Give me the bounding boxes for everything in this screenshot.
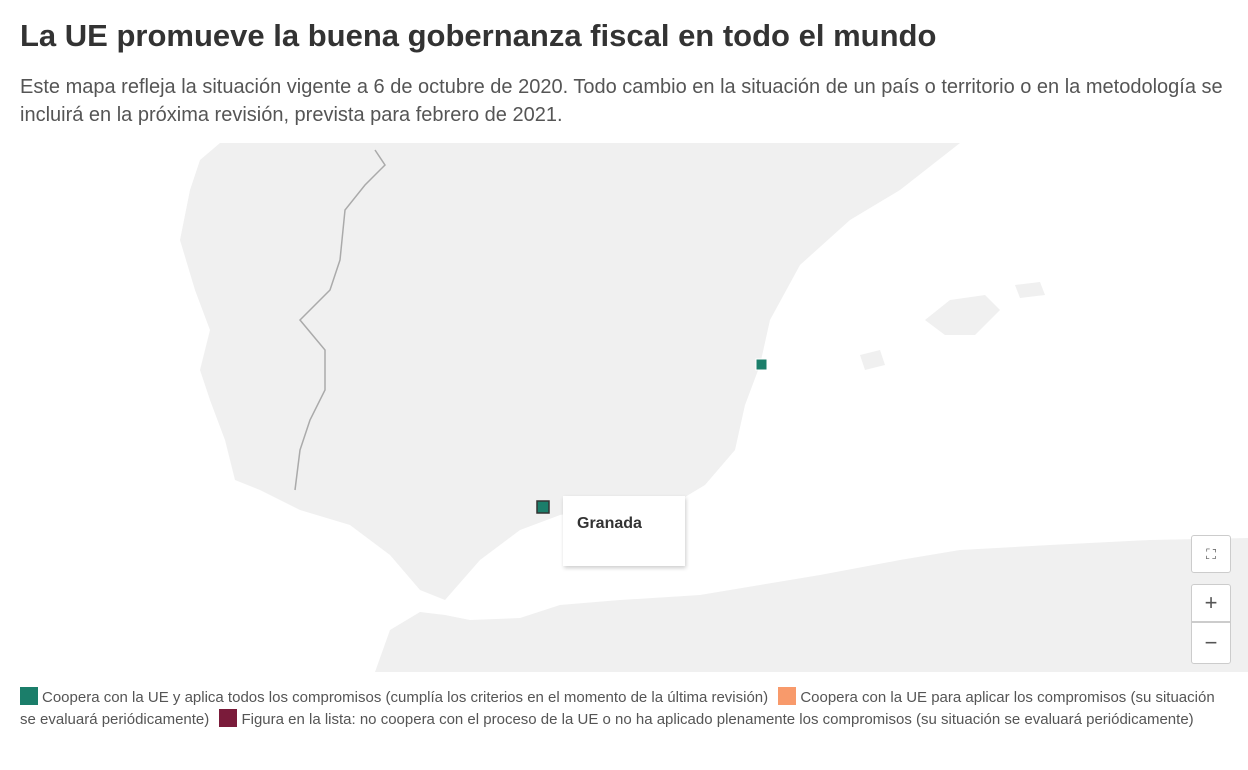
minus-icon: −	[1204, 630, 1218, 655]
ibiza-land	[860, 350, 885, 370]
marker-east-coast[interactable]	[755, 358, 768, 371]
portugal-border	[294, 149, 386, 491]
legend-label: Coopera con la UE para aplicar los compr…	[20, 689, 1215, 728]
fullscreen-exit-icon: ⛶	[1206, 545, 1216, 562]
legend-label: Figura en la lista: no coopera con el pr…	[241, 711, 1194, 728]
zoom-out-button[interactable]: −	[1191, 622, 1231, 664]
tooltip-label: Granada	[577, 515, 642, 532]
africa-land	[375, 538, 1248, 672]
iberia-land	[180, 143, 960, 600]
legend: Coopera con la UE y aplica todos los com…	[20, 687, 1230, 731]
mallorca-land	[925, 295, 1000, 335]
fullscreen-exit-button[interactable]: ⛶	[1191, 535, 1231, 573]
page-title: La UE promueve la buena gobernanza fisca…	[20, 18, 937, 53]
map[interactable]	[0, 143, 1248, 673]
zoom-in-button[interactable]: +	[1191, 584, 1231, 622]
legend-swatch-cooperating	[778, 687, 797, 705]
map-tooltip: Granada	[563, 496, 685, 566]
legend-swatch-cooperates	[20, 687, 38, 705]
marker-granada[interactable]	[536, 500, 550, 514]
page-subtitle: Este mapa refleja la situación vigente a…	[20, 76, 1223, 126]
menorca-land	[1015, 282, 1045, 298]
legend-label: Coopera con la UE y aplica todos los com…	[42, 689, 769, 706]
plus-icon: +	[1204, 590, 1218, 615]
legend-swatch-listed	[219, 709, 238, 727]
